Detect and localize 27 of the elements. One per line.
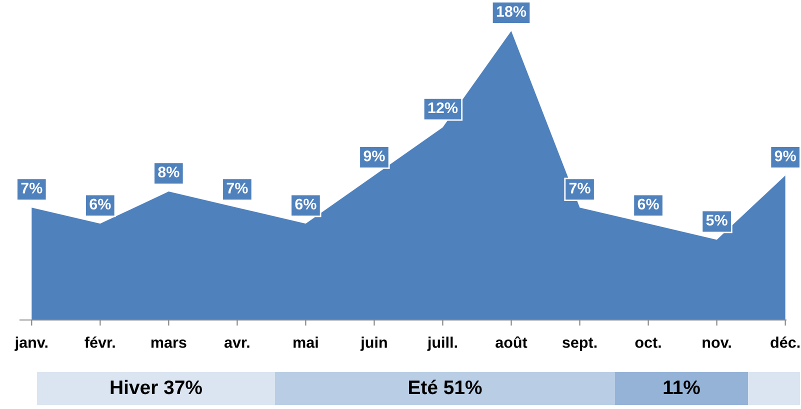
x-tick-label: oct. xyxy=(635,338,661,348)
data-label: 7% xyxy=(569,182,590,194)
text: Hiver 37% xyxy=(110,380,202,394)
text: 11% xyxy=(664,380,700,394)
x-tick-label: juill. xyxy=(427,336,457,351)
text: Eté 51% xyxy=(409,380,482,394)
data-label: 9% xyxy=(364,150,385,162)
x-tick-label: avr. xyxy=(224,340,250,348)
data-label: 18% xyxy=(496,6,526,17)
x-tick-label: mai xyxy=(294,336,318,348)
data-label: 9% xyxy=(774,150,796,162)
x-tick-label: nov. xyxy=(702,340,731,348)
data-label: 6% xyxy=(638,198,659,210)
x-tick-label: déc. xyxy=(770,336,800,348)
data-label: 7% xyxy=(21,182,42,194)
data-label: 6% xyxy=(295,198,316,210)
data-label: 12% xyxy=(428,102,458,114)
x-tick-label: juin xyxy=(360,336,387,351)
data-label: 8% xyxy=(158,166,180,178)
x-tick-label: janv. xyxy=(14,336,48,351)
x-tick-label: sept. xyxy=(562,338,597,351)
x-tick-label: févr. xyxy=(84,336,115,348)
data-label: 7% xyxy=(226,182,248,194)
data-label: 6% xyxy=(90,198,111,210)
x-tick-label: août xyxy=(496,336,528,348)
x-tick-label: mars xyxy=(151,340,186,348)
data-label: 5% xyxy=(706,214,728,226)
